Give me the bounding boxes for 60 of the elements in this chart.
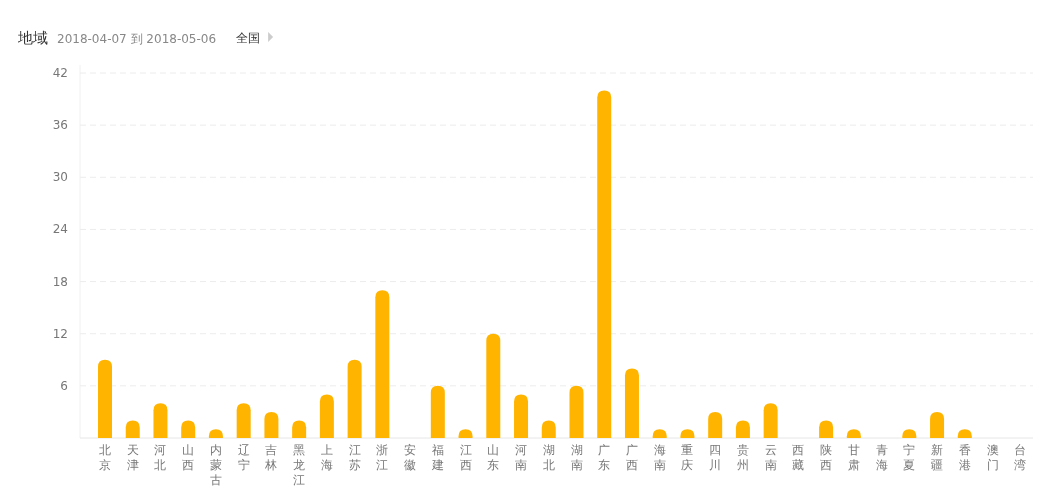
bar [347, 359, 362, 438]
bar [375, 290, 390, 438]
x-tick-label: 山东 [487, 443, 500, 472]
x-tick-label: 四川 [709, 443, 722, 472]
y-tick-label: 36 [52, 118, 68, 133]
y-tick-label: 42 [52, 66, 68, 80]
bar [763, 403, 778, 438]
bar [319, 394, 334, 438]
x-tick-label: 重庆 [681, 443, 694, 472]
y-tick-label: 18 [52, 274, 68, 289]
x-tick-label: 内蒙古 [209, 443, 222, 487]
bar [264, 411, 279, 438]
x-tick-label: 山西 [182, 443, 195, 472]
x-tick-label: 安徽 [404, 443, 417, 472]
x-tick-label: 黑龙江 [293, 443, 306, 487]
y-tick-label: 12 [52, 326, 68, 341]
chart-subtitle: 2018-04-07 到 2018-05-06 [57, 32, 217, 46]
bar [569, 385, 584, 438]
chart-title: 地域 [17, 29, 48, 47]
y-tick-label: 6 [60, 378, 68, 393]
x-tick-label: 湖北 [542, 443, 555, 472]
x-tick-label: 西藏 [792, 443, 805, 472]
x-tick-label: 海南 [653, 443, 666, 472]
bar [624, 368, 639, 438]
x-tick-label: 台湾 [1014, 443, 1027, 472]
x-tick-label: 北京 [99, 443, 111, 472]
bar [597, 90, 612, 438]
x-tick-label: 江苏 [348, 443, 361, 472]
x-tick-label: 广西 [625, 443, 638, 472]
x-tick-label: 辽宁 [237, 443, 250, 472]
bar [486, 333, 501, 438]
x-tick-label: 江西 [459, 443, 472, 472]
bar [98, 359, 112, 438]
x-tick-label: 甘肃 [847, 443, 860, 472]
x-tick-label: 广东 [598, 443, 611, 472]
x-tick-label: 澳门 [986, 443, 999, 472]
y-tick-label: 30 [52, 170, 68, 185]
bar [708, 411, 723, 438]
bar [236, 403, 251, 438]
x-tick-label: 陕西 [820, 443, 833, 472]
y-tick-label: 24 [52, 222, 68, 237]
x-tick-label: 新疆 [931, 443, 944, 472]
x-tick-label: 青海 [875, 443, 888, 472]
x-tick-label: 河南 [515, 443, 528, 472]
x-tick-label: 福建 [430, 443, 444, 472]
bar [514, 394, 529, 438]
x-tick-label: 浙江 [376, 443, 389, 472]
x-tick-label: 香港 [958, 443, 971, 472]
x-tick-label: 天津 [126, 443, 139, 472]
x-tick-label: 云南 [764, 443, 777, 472]
x-tick-label: 湖南 [570, 443, 583, 472]
x-tick-label: 贵州 [736, 443, 749, 472]
text: 全国 [236, 31, 261, 45]
x-tick-label: 吉林 [264, 443, 278, 472]
bar [153, 403, 168, 438]
bar [930, 411, 945, 438]
bar [430, 385, 445, 438]
x-tick-label: 宁夏 [903, 443, 916, 472]
x-tick-label: 上海 [320, 443, 333, 472]
x-tick-label: 河北 [154, 443, 167, 472]
